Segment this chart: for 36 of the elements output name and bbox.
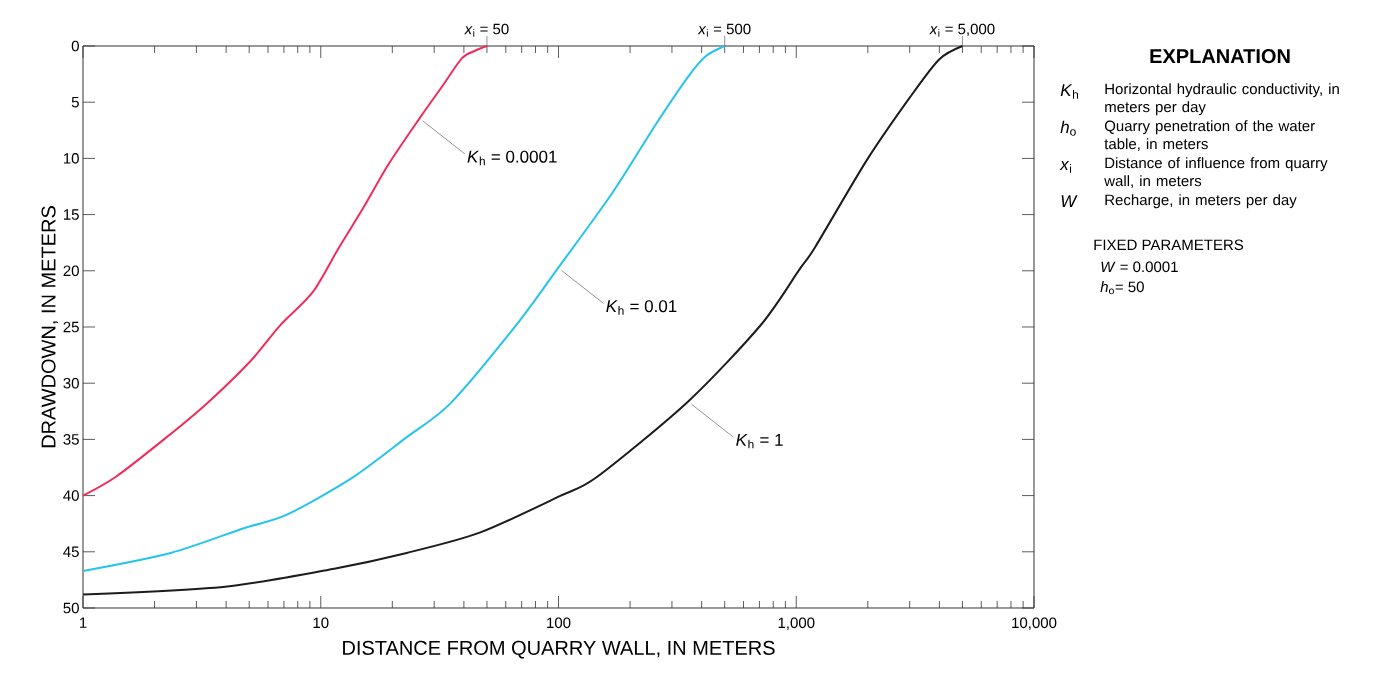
annotation: x$_{i}$ = 500 [697,23,751,37]
y-tick-label: 50 [63,602,79,614]
text: W = 0.0001 [1101,261,1178,273]
x-tick-label: 10,000 [1012,617,1057,630]
annotation: x$_{i}$ = 50 [464,23,509,37]
text: W [1061,195,1078,207]
y-tick-label: 20 [63,265,79,277]
annotation: K$_{h}$ = 0.01 [606,300,677,315]
y-tick-label: 45 [63,546,79,558]
x-tick-label: 10 [313,617,329,629]
text: Horizontal hydraulic conductivity, in meters per day [1105,83,1339,116]
y-axis-title: DRAWDOWN, IN METERS [41,206,58,448]
text: x$_{i}$ [1059,161,1072,173]
text: h$_{o}$= 50 [1100,281,1144,295]
x-tick-label: 100 [547,617,571,629]
annotation: K$_{h}$ = 0.0001 [467,150,557,166]
y-tick-label: 0 [71,40,79,52]
x-axis-title: DISTANCE FROM QUARRY WALL, IN METERS [343,640,775,659]
text: h$_{o}$ [1060,120,1076,136]
text: EXPLANATION [1150,49,1290,64]
y-tick-label: 40 [63,490,79,501]
y-tick-label: 35 [63,434,79,445]
text: FIXED PARAMETERS [1094,239,1244,251]
y-tick-label: 15 [63,209,79,220]
y-tick-label: 10 [63,153,79,164]
text: K$_{h}$ [1060,84,1079,99]
y-tick-label: 30 [63,377,79,389]
annotation: x$_{i}$ = 5,000 [929,23,995,37]
text: Recharge, in meters per day [1105,194,1297,209]
y-tick-label: 25 [63,321,79,333]
text: Quarry penetration of the water table, in meters [1104,120,1315,151]
x-tick-label: 1,000 [778,617,815,630]
x-tick-label: 1 [79,617,87,628]
annotation: K$_{h}$ = 1 [736,433,783,449]
text: Distance of influence from quarry wall, in meters [1104,157,1328,188]
y-tick-label: 5 [71,96,79,108]
